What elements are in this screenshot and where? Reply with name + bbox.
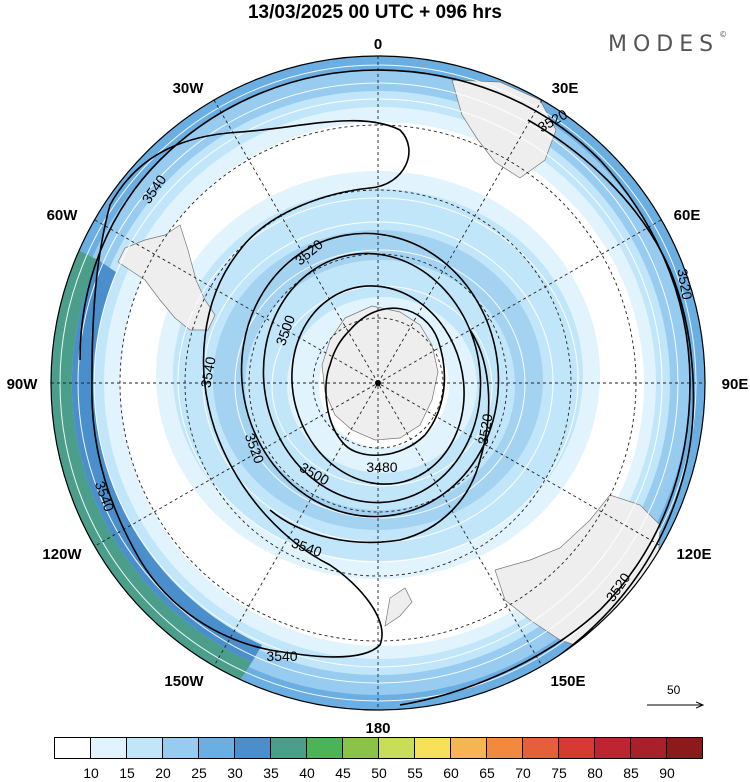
lon-label-60w: 60W — [47, 207, 79, 224]
colorbar — [54, 737, 703, 759]
colorbar-swatch — [630, 737, 667, 759]
colorbar-swatch — [306, 737, 343, 759]
tasmania — [569, 654, 586, 675]
page-title: 13/03/2025 00 UTC + 096 hrs — [247, 2, 503, 23]
reference-vector-arrow — [647, 683, 705, 713]
colorbar-tick-label: 40 — [299, 765, 315, 781]
lon-label-120e: 120E — [676, 546, 711, 563]
colorbar-swatch — [378, 737, 415, 759]
contour-label: 3520 — [474, 412, 495, 446]
contour-3500 — [291, 285, 465, 485]
colorbar-swatch — [90, 737, 127, 759]
colorbar-swatch — [270, 737, 307, 759]
colorbar-swatch — [198, 737, 235, 759]
colorbar-tick-label: 85 — [623, 765, 639, 781]
lon-label-0: 0 — [374, 36, 382, 53]
colorbar-swatch — [486, 737, 523, 759]
south-america — [117, 224, 216, 331]
colorbar-tick-label: 15 — [119, 765, 135, 781]
colorbar-tick-label: 80 — [587, 765, 603, 781]
colorbar-tick-label: 50 — [371, 765, 387, 781]
lon-label-120w: 120W — [42, 546, 82, 563]
contour-3540-rim — [79, 69, 691, 706]
colorbar-swatch — [162, 737, 199, 759]
map-border — [50, 55, 706, 711]
brand-logo: MODES© — [608, 29, 728, 57]
colorbar-swatch — [450, 737, 487, 759]
contour-label: 3540 — [197, 355, 218, 389]
contour-3520-mid — [262, 252, 482, 504]
colorbar-swatch — [234, 737, 271, 759]
contour-label: 3540 — [266, 648, 297, 664]
colorbar-swatch — [522, 737, 559, 759]
contour-label: 3520 — [674, 267, 695, 301]
height-contours — [79, 69, 695, 710]
contour-3520-inner — [240, 232, 500, 518]
lon-label-90e: 90E — [722, 376, 749, 393]
colorbar-tick-label: 65 — [479, 765, 495, 781]
contour-3480 — [325, 307, 446, 456]
colorbar-tick-label: 45 — [335, 765, 351, 781]
antarctica — [321, 305, 439, 441]
colorbar-tick-label: 35 — [263, 765, 279, 781]
lon-label-30e: 30E — [552, 80, 579, 97]
south-pole-marker — [375, 380, 381, 386]
contour-label: 3480 — [366, 459, 397, 475]
colorbar-swatch — [126, 737, 163, 759]
colorbar-swatch — [558, 737, 595, 759]
contour-3520-east — [269, 329, 490, 544]
colorbar-tick-label: 20 — [155, 765, 171, 781]
colorbar-tick-label: 60 — [443, 765, 459, 781]
polar-map: 0 30E 60E 90E 120E 150E 180 150W 120W 90… — [7, 36, 749, 735]
lon-label-60e: 60E — [674, 207, 701, 224]
colorbar-tick-label: 10 — [83, 765, 99, 781]
colorbar-tick-label: 90 — [659, 765, 675, 781]
colorbar-tick-label: 70 — [515, 765, 531, 781]
colorbar-tick-label: 75 — [551, 765, 567, 781]
colorbar-tick-label: 30 — [227, 765, 243, 781]
lon-label-150w: 150W — [164, 673, 204, 690]
contour-3540-outer — [91, 120, 410, 658]
colorbar-tick-label: 25 — [191, 765, 207, 781]
colorbar-swatch — [414, 737, 451, 759]
colorbar-swatch — [342, 737, 379, 759]
new-zealand — [384, 587, 413, 627]
colorbar-swatch — [666, 737, 703, 759]
reference-vector-label: 50 — [667, 683, 681, 697]
colorbar-tick-label: 55 — [407, 765, 423, 781]
lon-label-90w: 90W — [7, 376, 39, 393]
lon-label-150e: 150E — [550, 673, 585, 690]
colorbar-swatch — [54, 737, 91, 759]
lon-label-180: 180 — [365, 720, 390, 735]
colorbar-swatch — [594, 737, 631, 759]
lon-label-30w: 30W — [173, 80, 205, 97]
